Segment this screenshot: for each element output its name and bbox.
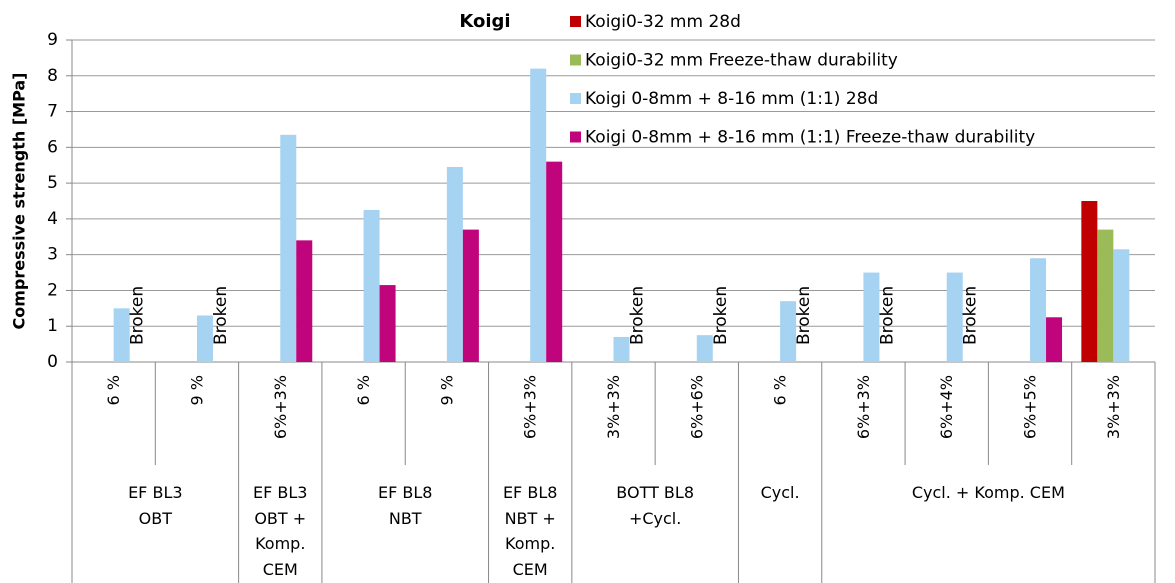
value-label: Broken	[877, 286, 897, 345]
value-label: Broken	[128, 286, 148, 345]
x-tick-label: 6%+3%	[854, 375, 873, 439]
value-label: Broken	[794, 286, 814, 345]
bar	[462, 229, 479, 362]
x-tick-label: 6 %	[771, 375, 790, 405]
y-tick-label: 6	[47, 137, 58, 157]
bar	[446, 167, 463, 362]
legend-marker	[570, 93, 581, 104]
y-tick-label: 5	[47, 173, 58, 193]
legend-label: Koigi 0-8mm + 8-16 mm (1:1) 28d	[585, 89, 878, 109]
bar	[113, 308, 130, 362]
x-tick-label: 6%+4%	[937, 375, 956, 439]
value-label: Broken	[211, 286, 231, 345]
x-tick-label: 6 %	[104, 375, 123, 405]
group-label: Cycl. + Komp. CEM	[911, 483, 1065, 502]
bar	[1030, 258, 1047, 362]
x-tick-label: 9 %	[437, 375, 456, 405]
group-label: BOTT BL8 +Cycl.	[616, 483, 694, 528]
value-label: Broken	[628, 286, 648, 345]
group-label: Cycl.	[760, 483, 800, 502]
bar	[1046, 317, 1063, 362]
bar	[863, 272, 880, 362]
x-tick-label: 6%+6%	[687, 375, 706, 439]
value-label: Broken	[961, 286, 981, 345]
group-label: EF BL8 NBT	[377, 483, 433, 528]
group-label: EF BL3 OBT + Komp. CEM	[253, 483, 308, 579]
legend-marker	[570, 131, 581, 143]
legend-marker	[570, 54, 581, 66]
x-tick-label: 6%+3%	[271, 375, 290, 439]
bar	[530, 68, 547, 362]
bar	[780, 301, 797, 362]
y-tick-label: 2	[47, 280, 58, 300]
value-label: Broken	[711, 286, 731, 345]
legend-label: Koigi 0-8mm + 8-16 mm (1:1) Freeze-thaw …	[585, 128, 1035, 148]
y-tick-label: 0	[47, 352, 58, 372]
y-tick-label: 3	[47, 245, 58, 265]
bar	[1081, 201, 1098, 362]
legend-marker	[570, 16, 581, 27]
chart-title: Koigi	[459, 11, 510, 32]
legend-label: Koigi0-32 mm 28d	[585, 12, 741, 32]
y-tick-label: 4	[47, 209, 58, 229]
y-tick-label: 7	[47, 102, 58, 122]
y-tick-label: 9	[47, 30, 58, 50]
x-tick-label: 9 %	[187, 375, 206, 405]
bar	[613, 336, 630, 362]
bar	[280, 134, 297, 362]
bar	[363, 209, 380, 362]
bar	[546, 161, 563, 362]
group-label: EF BL8 NBT + Komp. CEM	[502, 483, 558, 579]
bar	[1097, 229, 1114, 362]
y-tick-label: 1	[47, 316, 58, 336]
x-tick-label: 6%+3%	[521, 375, 540, 439]
y-tick-label: 8	[47, 66, 58, 86]
y-axis-label: Compressive strength [MPa]	[10, 73, 29, 330]
bar	[379, 285, 396, 362]
bar	[1113, 249, 1130, 362]
x-tick-label: 3%+3%	[1104, 375, 1123, 439]
x-tick-label: 6 %	[354, 375, 373, 405]
bar	[696, 335, 713, 362]
bar	[296, 240, 313, 362]
x-tick-label: 6%+5%	[1021, 375, 1040, 439]
bar	[946, 272, 963, 362]
x-tick-label: 3%+3%	[604, 375, 623, 439]
legend-label: Koigi0-32 mm Freeze-thaw durability	[585, 51, 898, 71]
group-label: EF BL3 OBT	[128, 483, 183, 528]
bar	[196, 315, 213, 362]
